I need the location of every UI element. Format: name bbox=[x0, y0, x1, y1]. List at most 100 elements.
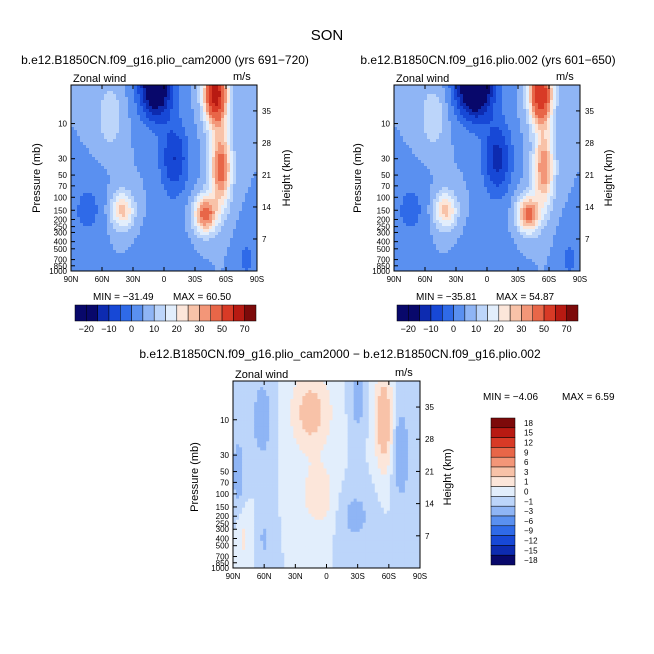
field-cell bbox=[541, 94, 545, 98]
field-cell bbox=[140, 109, 144, 113]
field-cell bbox=[98, 208, 102, 212]
field-cell bbox=[251, 214, 255, 218]
field-cell bbox=[191, 226, 195, 230]
panel-2-field bbox=[394, 85, 581, 272]
field-cell bbox=[236, 160, 240, 164]
field-cell bbox=[206, 157, 210, 161]
field-cell bbox=[230, 112, 234, 116]
field-cell bbox=[568, 97, 572, 101]
field-cell bbox=[140, 268, 144, 272]
field-cell bbox=[212, 214, 216, 218]
field-cell bbox=[155, 142, 159, 146]
field-cell bbox=[95, 193, 99, 197]
field-cell bbox=[466, 85, 470, 89]
field-cell bbox=[155, 160, 159, 164]
field-cell bbox=[191, 160, 195, 164]
field-cell bbox=[245, 172, 249, 176]
field-cell bbox=[400, 100, 404, 104]
field-cell bbox=[149, 94, 153, 98]
field-cell bbox=[224, 109, 228, 113]
field-cell bbox=[394, 94, 398, 98]
field-cell bbox=[242, 223, 246, 227]
field-cell bbox=[107, 193, 111, 197]
field-cell bbox=[484, 97, 488, 101]
field-cell bbox=[505, 103, 509, 107]
field-cell bbox=[164, 106, 168, 110]
field-cell bbox=[239, 190, 243, 194]
field-cell bbox=[233, 208, 237, 212]
field-cell bbox=[98, 148, 102, 152]
field-cell bbox=[454, 94, 458, 98]
field-cell bbox=[490, 127, 494, 131]
field-cell bbox=[92, 181, 96, 185]
field-cell bbox=[209, 193, 213, 197]
field-cell bbox=[227, 118, 231, 122]
field-cell bbox=[176, 154, 180, 158]
field-cell bbox=[143, 91, 147, 95]
field-cell bbox=[149, 196, 153, 200]
field-cell bbox=[203, 208, 207, 212]
field-cell bbox=[83, 208, 87, 212]
field-cell bbox=[200, 133, 204, 137]
field-cell bbox=[472, 115, 476, 119]
field-cell bbox=[143, 151, 147, 155]
field-cell bbox=[74, 100, 78, 104]
field-cell bbox=[122, 133, 126, 137]
field-cell bbox=[149, 106, 153, 110]
field-cell bbox=[254, 145, 258, 149]
field-cell bbox=[517, 121, 521, 125]
field-cell bbox=[403, 94, 407, 98]
field-cell bbox=[472, 94, 476, 98]
field-cell bbox=[577, 115, 581, 119]
field-cell bbox=[167, 250, 171, 254]
field-cell bbox=[131, 241, 135, 245]
field-cell bbox=[236, 130, 240, 134]
field-cell bbox=[95, 85, 99, 89]
field-cell bbox=[200, 109, 204, 113]
field-cell bbox=[448, 100, 452, 104]
field-cell bbox=[409, 124, 413, 128]
field-cell bbox=[550, 88, 554, 92]
field-cell bbox=[122, 130, 126, 134]
field-cell bbox=[529, 85, 533, 89]
field-cell bbox=[200, 235, 204, 239]
field-cell bbox=[227, 190, 231, 194]
field-cell bbox=[574, 100, 578, 104]
field-cell bbox=[167, 193, 171, 197]
field-cell bbox=[194, 157, 198, 161]
field-cell bbox=[122, 268, 126, 272]
field-cell bbox=[146, 256, 150, 260]
field-cell bbox=[451, 124, 455, 128]
field-cell bbox=[185, 265, 189, 269]
field-cell bbox=[167, 244, 171, 248]
field-cell bbox=[125, 127, 129, 131]
field-cell bbox=[227, 109, 231, 113]
field-cell bbox=[176, 226, 180, 230]
field-cell bbox=[233, 256, 237, 260]
field-cell bbox=[245, 169, 249, 173]
field-cell bbox=[227, 172, 231, 176]
field-cell bbox=[140, 127, 144, 131]
field-cell bbox=[83, 115, 87, 119]
field-cell bbox=[80, 265, 84, 269]
field-cell bbox=[484, 130, 488, 134]
field-cell bbox=[92, 202, 96, 206]
field-cell bbox=[394, 103, 398, 107]
field-cell bbox=[517, 88, 521, 92]
field-cell bbox=[110, 157, 114, 161]
field-cell bbox=[248, 148, 252, 152]
field-cell bbox=[116, 253, 120, 257]
field-cell bbox=[170, 235, 174, 239]
field-cell bbox=[254, 265, 258, 269]
field-cell bbox=[170, 268, 174, 272]
field-cell bbox=[188, 112, 192, 116]
field-cell bbox=[152, 124, 156, 128]
field-cell bbox=[140, 175, 144, 179]
field-cell bbox=[188, 253, 192, 257]
field-cell bbox=[197, 100, 201, 104]
field-cell bbox=[170, 226, 174, 230]
field-cell bbox=[436, 121, 440, 125]
field-cell bbox=[233, 259, 237, 263]
field-cell bbox=[134, 265, 138, 269]
field-cell bbox=[409, 103, 413, 107]
